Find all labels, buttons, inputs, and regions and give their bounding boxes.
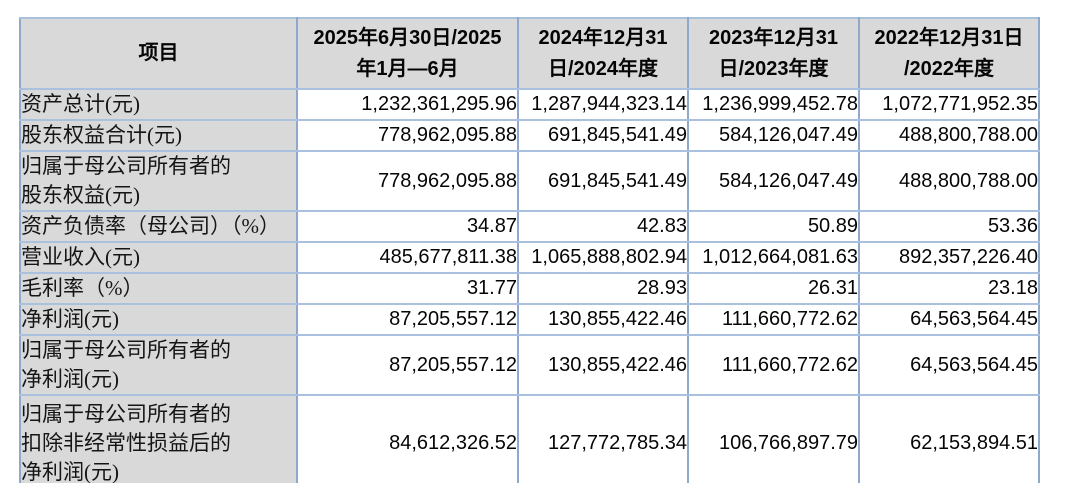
value-cell: 50.89	[687, 210, 860, 243]
value-cell: 584,126,047.49	[687, 119, 860, 152]
row-label: 净利润(元)	[19, 303, 298, 336]
value-cell: 106,766,897.79	[687, 394, 860, 483]
value-cell: 111,660,772.62	[687, 303, 860, 336]
value-cell: 34.87	[296, 210, 519, 243]
value-cell: 485,677,811.38	[296, 241, 519, 274]
table-row: 资产总计(元) 1,232,361,295.96 1,287,944,323.14 1…	[19, 88, 1040, 121]
value-cell: 691,845,541.49	[517, 119, 689, 152]
row-label: 股东权益合计(元)	[19, 119, 298, 152]
value-cell: 31.77	[296, 272, 519, 305]
value-cell: 778,962,095.88	[296, 150, 519, 212]
value-cell: 1,072,771,952.35	[858, 88, 1040, 121]
value-cell: 130,855,422.46	[517, 334, 689, 396]
header-cell-period-2025: 2025年6月30日/2025 年1月—6月	[296, 17, 519, 90]
row-label: 归属于母公司所有者的 净利润(元)	[19, 334, 298, 396]
table-row: 资产负债率（母公司）（%） 34.87 42.83 50.89 53.36	[19, 210, 1040, 243]
table-row: 股东权益合计(元) 778,962,095.88 691,845,541.49 584…	[19, 119, 1040, 152]
value-cell: 87,205,557.12	[296, 334, 519, 396]
value-cell: 64,563,564.45	[858, 334, 1040, 396]
value-cell: 584,126,047.49	[687, 150, 860, 212]
value-cell: 26.31	[687, 272, 860, 305]
value-cell: 1,236,999,452.78	[687, 88, 860, 121]
table-body: 资产总计(元) 1,232,361,295.96 1,287,944,323.14 1…	[19, 88, 1040, 483]
table-row: 归属于母公司所有者的 净利润(元) 87,205,557.12 130,855,42…	[19, 334, 1040, 396]
value-cell: 130,855,422.46	[517, 303, 689, 336]
value-cell: 892,357,226.40	[858, 241, 1040, 274]
header-cell-period-2024: 2024年12月31 日/2024年度	[517, 17, 689, 90]
value-cell: 1,232,361,295.96	[296, 88, 519, 121]
value-cell: 53.36	[858, 210, 1040, 243]
value-cell: 64,563,564.45	[858, 303, 1040, 336]
table-row: 毛利率（%） 31.77 28.93 26.31 23.18	[19, 272, 1040, 305]
header-cell-period-2022: 2022年12月31日 /2022年度	[858, 17, 1040, 90]
row-label: 资产负债率（母公司）（%）	[19, 210, 298, 243]
value-cell: 62,153,894.51	[858, 394, 1040, 483]
row-label: 营业收入(元)	[19, 241, 298, 274]
value-cell: 84,612,326.52	[296, 394, 519, 483]
header-row: 项目 2025年6月30日/2025 年1月—6月 2024年12月31 日/2…	[19, 17, 1040, 90]
value-cell: 111,660,772.62	[687, 334, 860, 396]
table-row: 营业收入(元) 485,677,811.38 1,065,888,802.94 1,0…	[19, 241, 1040, 274]
value-cell: 488,800,788.00	[858, 119, 1040, 152]
row-label: 归属于母公司所有者的 股东权益(元)	[19, 150, 298, 212]
value-cell: 127,772,785.34	[517, 394, 689, 483]
value-cell: 1,012,664,081.63	[687, 241, 860, 274]
row-label: 毛利率（%）	[19, 272, 298, 305]
value-cell: 87,205,557.12	[296, 303, 519, 336]
header-cell-period-2023: 2023年12月31 日/2023年度	[687, 17, 860, 90]
value-cell: 42.83	[517, 210, 689, 243]
value-cell: 1,065,888,802.94	[517, 241, 689, 274]
value-cell: 488,800,788.00	[858, 150, 1040, 212]
value-cell: 778,962,095.88	[296, 119, 519, 152]
table-row: 净利润(元) 87,205,557.12 130,855,422.46 111,660…	[19, 303, 1040, 336]
value-cell: 691,845,541.49	[517, 150, 689, 212]
financial-summary-table: 项目 2025年6月30日/2025 年1月—6月 2024年12月31 日/2…	[19, 17, 1040, 483]
row-label: 资产总计(元)	[19, 88, 298, 121]
table-row: 归属于母公司所有者的 股东权益(元) 778,962,095.88 691,845,…	[19, 150, 1040, 212]
table-row: 归属于母公司所有者的 扣除非经常性损益后的 净利润(元) 84,612,326.5…	[19, 394, 1040, 483]
header-cell-item: 项目	[19, 17, 298, 90]
value-cell: 23.18	[858, 272, 1040, 305]
row-label: 归属于母公司所有者的 扣除非经常性损益后的 净利润(元)	[19, 394, 298, 483]
value-cell: 1,287,944,323.14	[517, 88, 689, 121]
value-cell: 28.93	[517, 272, 689, 305]
